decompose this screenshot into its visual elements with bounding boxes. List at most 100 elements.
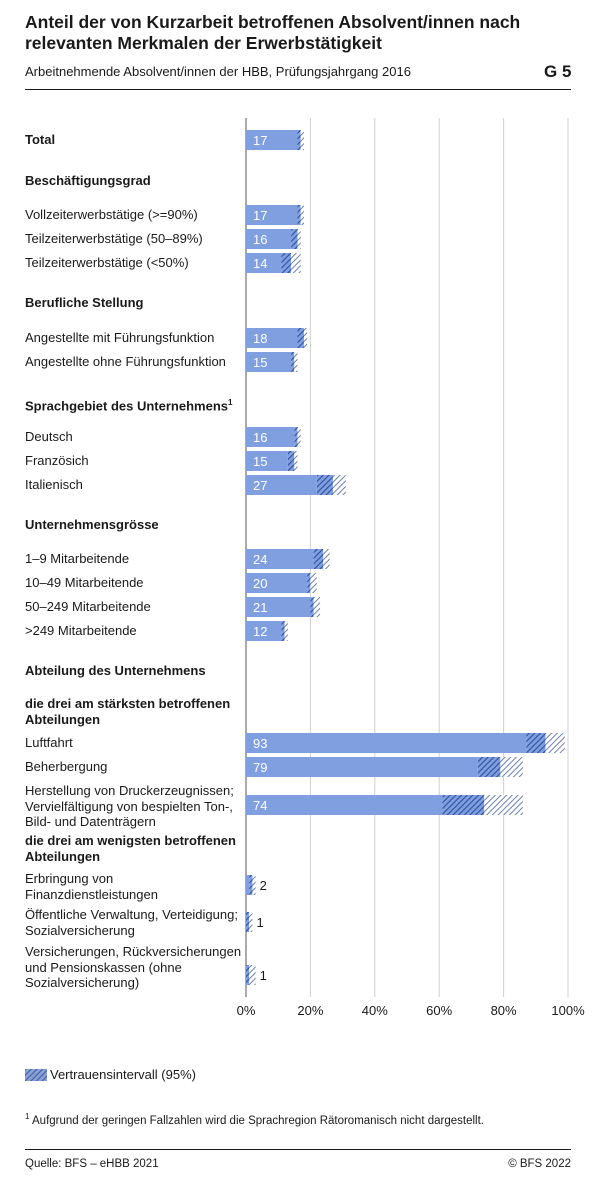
legend-label: Vertrauensintervall (95%) bbox=[50, 1067, 196, 1082]
category-label: Französich bbox=[25, 453, 89, 468]
ci-lower bbox=[294, 427, 298, 447]
value-label: 79 bbox=[253, 760, 267, 775]
x-tick-label: 60% bbox=[426, 1003, 453, 1018]
bar bbox=[246, 451, 288, 471]
ci-lower bbox=[297, 130, 301, 150]
source: Quelle: BFS – eHBB 2021 bbox=[25, 1158, 159, 1170]
ci-upper bbox=[500, 757, 523, 777]
chart-code: G 5 bbox=[544, 62, 572, 81]
ci-lower bbox=[249, 875, 253, 895]
category-label: Luftfahrt bbox=[25, 735, 73, 750]
ci-lower bbox=[526, 733, 546, 753]
group-header: Sprachgebiet des Unternehmens1 bbox=[25, 398, 233, 414]
category-label: Angestellte ohne Führungsfunktion bbox=[25, 354, 226, 369]
bar bbox=[246, 352, 292, 372]
ci-upper bbox=[313, 597, 321, 617]
x-tick-label: 40% bbox=[361, 1003, 388, 1018]
ci-upper bbox=[291, 253, 301, 273]
ci-upper bbox=[332, 475, 346, 495]
value-label: 1 bbox=[256, 915, 263, 930]
ci-upper bbox=[284, 621, 288, 641]
category-label: Total bbox=[25, 132, 56, 147]
ci-upper bbox=[252, 875, 256, 895]
ci-upper bbox=[300, 130, 304, 150]
value-label: 21 bbox=[253, 600, 267, 615]
x-tick-label: 20% bbox=[297, 1003, 324, 1018]
top-rule bbox=[25, 89, 571, 90]
ci-upper bbox=[303, 328, 308, 348]
category-label: 10–49 Mitarbeitende bbox=[25, 575, 144, 590]
bar bbox=[246, 427, 295, 447]
value-label: 12 bbox=[253, 624, 267, 639]
value-label: 17 bbox=[253, 133, 267, 148]
category-label: Vollzeiterwerbstätige (>=90%) bbox=[25, 207, 198, 222]
copyright: © BFS 2022 bbox=[508, 1158, 571, 1170]
value-label: 27 bbox=[253, 478, 267, 493]
group-header: Beschäftigungsgrad bbox=[25, 173, 151, 188]
value-label: 20 bbox=[253, 576, 267, 591]
value-label: 93 bbox=[253, 736, 267, 751]
value-label: 15 bbox=[253, 355, 267, 370]
ci-upper bbox=[297, 427, 301, 447]
bar bbox=[246, 328, 298, 348]
category-label: Italienisch bbox=[25, 477, 83, 492]
ci-lower bbox=[287, 451, 295, 471]
ci-upper bbox=[249, 912, 253, 932]
group-header: Berufliche Stellung bbox=[25, 295, 144, 310]
bar bbox=[246, 733, 527, 753]
x-tick-label: 100% bbox=[551, 1003, 585, 1018]
x-tick-label: 0% bbox=[236, 1003, 256, 1018]
bar bbox=[246, 549, 314, 569]
group-header: die drei am stärksten betroffenen Abteil… bbox=[25, 696, 231, 727]
value-label: 24 bbox=[253, 552, 267, 567]
ci-lower bbox=[442, 795, 485, 815]
ci-lower bbox=[246, 912, 250, 932]
ci-upper bbox=[323, 549, 330, 569]
bar bbox=[246, 621, 282, 641]
bar bbox=[246, 205, 298, 225]
chart-title: Anteil der von Kurzarbeit betroffenen Ab… bbox=[25, 12, 521, 53]
category-label: >249 Mitarbeitende bbox=[25, 623, 137, 638]
bar bbox=[246, 229, 292, 249]
bar bbox=[246, 597, 311, 617]
value-label: 2 bbox=[260, 878, 267, 893]
bar bbox=[246, 130, 298, 150]
ci-upper bbox=[545, 733, 565, 753]
ci-lower bbox=[281, 253, 292, 273]
legend-swatch bbox=[25, 1069, 47, 1081]
value-label: 17 bbox=[253, 208, 267, 223]
value-label: 16 bbox=[253, 232, 267, 247]
ci-lower bbox=[477, 757, 501, 777]
category-label: Teilzeiterwerbstätige (<50%) bbox=[25, 255, 189, 270]
value-label: 14 bbox=[253, 256, 267, 271]
x-tick-label: 80% bbox=[490, 1003, 517, 1018]
ci-lower bbox=[316, 475, 333, 495]
value-label: 1 bbox=[260, 968, 267, 983]
category-label: 50–249 Mitarbeitende bbox=[25, 599, 151, 614]
category-label: Herstellung von Druckerzeugnissen; Vervi… bbox=[25, 783, 234, 829]
bar bbox=[246, 253, 282, 273]
value-label: 74 bbox=[253, 798, 267, 813]
bar bbox=[246, 875, 250, 895]
group-header: Unternehmensgrösse bbox=[25, 517, 159, 532]
ci-lower bbox=[291, 229, 298, 249]
ci-lower bbox=[313, 549, 324, 569]
ci-upper bbox=[294, 451, 298, 471]
group-header: Abteilung des Unternehmens bbox=[25, 663, 206, 678]
ci-upper bbox=[484, 795, 523, 815]
ci-upper bbox=[310, 573, 317, 593]
bottom-rule bbox=[25, 1149, 571, 1150]
category-label: Öffentliche Verwaltung, Verteidigung; So… bbox=[25, 907, 238, 938]
ci-lower bbox=[281, 621, 285, 641]
ci-lower bbox=[297, 205, 301, 225]
footnote: 1 Aufgrund der geringen Fallzahlen wird … bbox=[25, 1112, 484, 1127]
bar bbox=[246, 795, 443, 815]
category-label: Deutsch bbox=[25, 429, 73, 444]
ci-upper bbox=[297, 229, 301, 249]
category-label: Teilzeiterwerbstätige (50–89%) bbox=[25, 231, 203, 246]
chart-subtitle: Arbeitnehmende Absolvent/innen der HBB, … bbox=[25, 64, 411, 79]
bar bbox=[246, 573, 308, 593]
value-label: 15 bbox=[253, 454, 267, 469]
